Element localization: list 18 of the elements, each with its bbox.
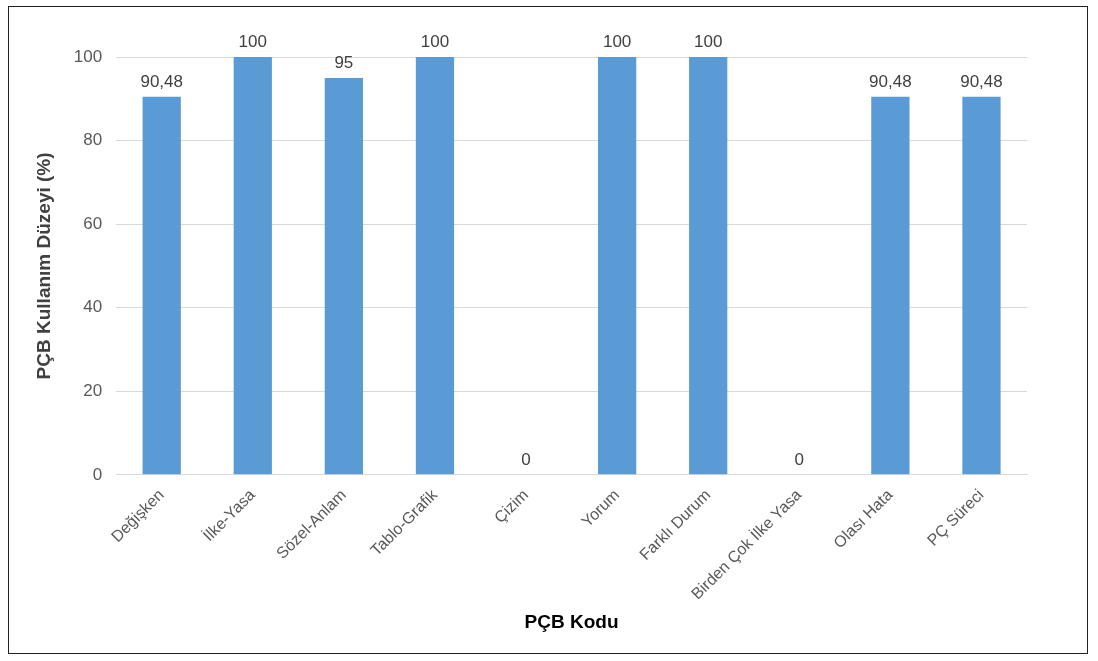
x-axis-title: PÇB Kodu xyxy=(524,610,619,632)
data-label: 100 xyxy=(238,32,267,52)
data-label: 90,48 xyxy=(960,71,1003,91)
y-tick-label: 20 xyxy=(83,380,103,400)
data-label: 100 xyxy=(602,32,632,52)
data-label: 100 xyxy=(694,32,723,52)
data-label: 90,48 xyxy=(140,71,183,91)
y-axis-title: PÇB Kullanım Düzeyi (%) xyxy=(32,152,54,380)
y-tick-label: 100 xyxy=(73,46,103,66)
y-tick-label: 0 xyxy=(92,464,103,484)
data-label: 100 xyxy=(420,32,450,52)
data-label: 95 xyxy=(334,53,354,73)
y-tick-label: 60 xyxy=(83,213,103,233)
y-tick-label: 40 xyxy=(83,297,103,317)
y-tick-label: 80 xyxy=(83,130,103,150)
data-label: 90,48 xyxy=(869,71,912,91)
data-label: 0 xyxy=(794,450,805,469)
data-label: 0 xyxy=(521,450,531,469)
